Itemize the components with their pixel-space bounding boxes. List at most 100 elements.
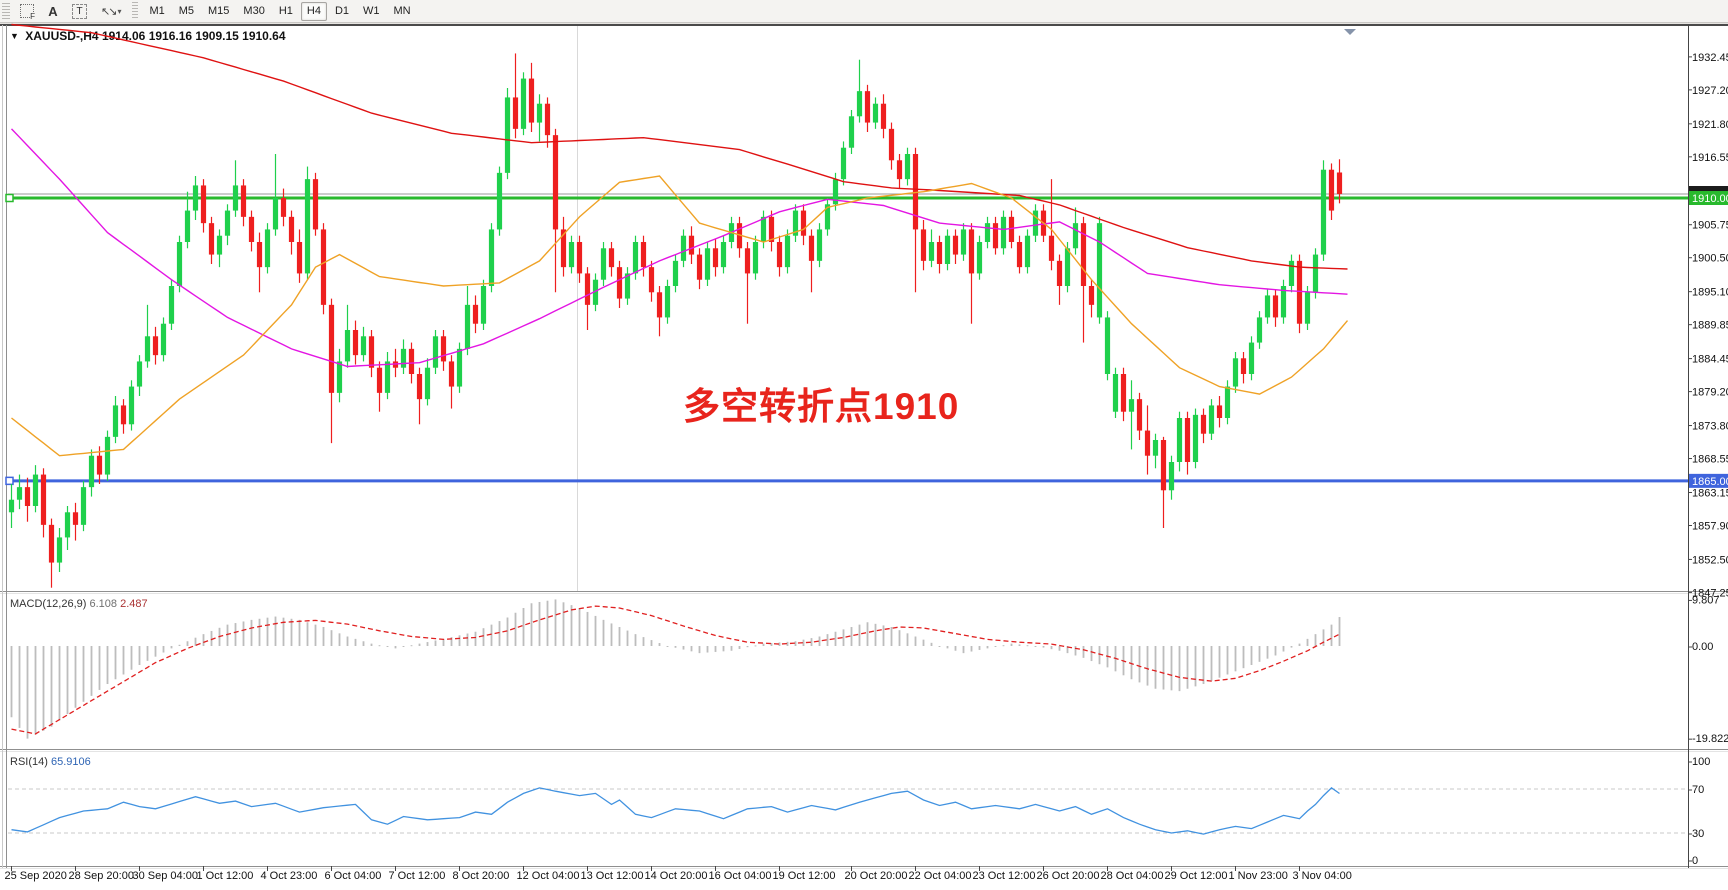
tf-button-d1[interactable]: D1 [334,5,350,17]
candle [488,229,495,286]
macd-hist-bar [1018,644,1021,646]
date-label: 26 Oct 20:00 [1037,870,1100,882]
candle [936,241,943,264]
macd-hist-bar [58,646,61,721]
macd-hist-bar [474,631,477,646]
candle [1080,223,1087,286]
macd-hist-bar [1210,646,1213,681]
macd-hist-bar [1202,646,1205,684]
macd-hist-bar [594,615,597,646]
date-label: 1 Nov 23:00 [1229,870,1288,882]
candle [208,223,215,255]
toolbar-separator [132,2,139,20]
candle [40,474,47,525]
price-tick-label: 1873.80 [1692,421,1728,433]
macd-hist-bar [394,646,397,649]
cursor-tool-button[interactable]: ↖↘ ▾ [95,2,127,21]
candle [448,361,455,387]
text-object-button[interactable]: T [66,2,93,21]
date-label: 25 Sep 2020 [5,870,67,882]
collapse-triangle-icon[interactable]: ▼ [10,31,19,41]
date-label: 8 Oct 20:00 [453,870,510,882]
tf-button-h1[interactable]: H1 [278,5,293,17]
macd-hist-bar [586,611,589,646]
grid-toggle-button[interactable]: F [14,2,40,21]
candle [912,154,919,230]
chart-canvas[interactable]: 1932.45 1927.20 1921.80 1916.55 1905.75 1900.… [0,23,1728,890]
tf-button-m5[interactable]: M5 [178,5,195,17]
candle [888,128,895,161]
label-tool-button[interactable]: A [42,2,64,21]
candle [400,348,407,368]
candle [824,204,831,230]
macd-hist-bar [538,601,541,646]
candle [104,436,111,475]
candle [416,373,423,400]
macd-hist-bar [1250,646,1253,665]
candle [32,474,39,506]
macd-hist-bar [858,624,861,646]
candle [680,235,687,261]
tf-button-m15[interactable]: M15 [208,5,230,17]
candle [1104,317,1111,374]
candle [1088,285,1095,305]
tf-button-h4[interactable]: H4 [300,1,327,21]
tf-button-mn[interactable]: MN [393,5,411,17]
candle [312,179,319,230]
macd-hist-bar [1058,646,1061,651]
candle [1304,292,1311,324]
macd-hist-bar [730,646,733,651]
candle [1032,210,1039,236]
candle [672,260,679,286]
candle [352,329,359,356]
candle [1296,260,1303,324]
tf-button-w1[interactable]: W1 [363,5,380,17]
macd-hist-bar [578,608,581,646]
candle [240,185,247,217]
candle [608,248,615,268]
date-label: 4 Oct 23:00 [261,870,318,882]
candle [720,241,727,268]
macd-hist-bar [1162,646,1165,690]
candle [1176,417,1183,462]
macd-hist-bar [626,630,629,646]
candle [960,229,967,255]
macd-hist-bar [298,619,301,646]
candle [344,329,351,362]
price-tick-label: 1895.10 [1692,287,1728,299]
chart-title: ▼ XAUUSD-,H4 1914.06 1916.16 1909.15 191… [10,29,286,43]
candle [1224,386,1231,418]
candle [456,348,463,387]
candle [1168,461,1175,491]
tf-button-m1[interactable]: M1 [149,5,165,17]
macd-hist-bar [498,621,501,646]
macd-hist-bar [1322,629,1325,646]
tf-button-m30[interactable]: M30 [243,5,265,17]
ohlc-open: 1914.06 [101,29,146,43]
candle [120,405,127,425]
macd-hist-bar [970,646,973,652]
toolbar-drag-handle[interactable] [2,3,10,19]
macd-hist-bar [1226,646,1229,675]
macd-hist-bar [106,646,109,684]
candle [1120,373,1127,412]
macd-hist-bar [306,622,309,646]
candle [248,216,255,242]
candle [1264,295,1271,318]
annotation-text[interactable]: 多空转折点1910 [683,386,960,427]
candle [904,154,911,180]
macd-hist-bar [882,625,885,646]
macd-hist-bar [50,646,53,727]
macd-hist-bar [1146,646,1149,686]
rsi-scale-label: 70 [1692,784,1704,796]
macd-hist-bar [1082,646,1085,658]
candle [952,235,959,255]
candle [224,210,231,236]
candle [1008,216,1015,242]
macd-hist-bar [154,646,157,657]
macd-hist-bar [1314,634,1317,646]
macd-hist-bar [274,616,277,646]
macd-hist-bar [850,627,853,646]
macd-indicator-label: MACD(12,26,9) 6.108 2.487 [10,598,148,610]
